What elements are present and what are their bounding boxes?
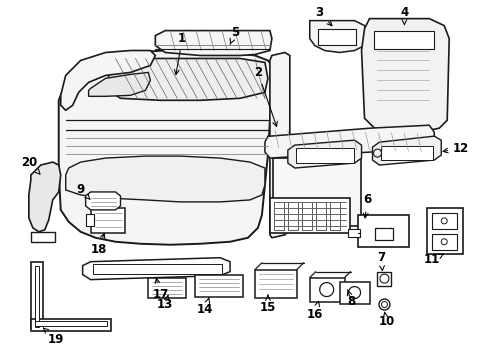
Polygon shape — [59, 50, 272, 245]
Bar — [274, 202, 284, 230]
Bar — [347, 229, 360, 237]
Text: 8: 8 — [347, 289, 356, 308]
Text: 2: 2 — [254, 66, 277, 126]
Bar — [302, 202, 312, 230]
Bar — [273, 158, 361, 226]
Polygon shape — [288, 140, 362, 168]
Text: 9: 9 — [76, 184, 90, 199]
Polygon shape — [108, 58, 268, 100]
Bar — [148, 278, 186, 298]
Bar — [31, 262, 43, 329]
Bar — [330, 202, 340, 230]
Polygon shape — [89, 72, 150, 96]
Polygon shape — [29, 162, 61, 232]
Text: 18: 18 — [90, 234, 107, 256]
Bar — [93, 264, 222, 274]
Text: 16: 16 — [307, 301, 323, 321]
Bar — [377, 272, 392, 285]
Bar — [255, 270, 297, 298]
Bar — [270, 198, 349, 233]
Bar — [35, 266, 39, 328]
Polygon shape — [61, 50, 155, 110]
Polygon shape — [310, 21, 368, 53]
Bar — [316, 202, 326, 230]
Bar — [31, 232, 55, 242]
Text: 14: 14 — [197, 298, 213, 316]
Bar — [432, 213, 457, 229]
Text: 11: 11 — [424, 253, 443, 266]
Polygon shape — [155, 31, 272, 55]
Bar — [86, 214, 94, 226]
Text: 1: 1 — [174, 32, 186, 75]
Bar — [31, 319, 111, 332]
Bar — [382, 146, 433, 160]
Polygon shape — [270, 53, 290, 238]
Bar — [375, 228, 393, 240]
Bar — [340, 282, 369, 303]
Text: 17: 17 — [152, 279, 169, 301]
Text: 4: 4 — [400, 6, 409, 25]
Text: 6: 6 — [364, 193, 371, 218]
Bar — [195, 275, 243, 297]
Bar — [358, 215, 409, 247]
Text: 3: 3 — [316, 6, 332, 26]
Text: 20: 20 — [21, 156, 40, 174]
Bar — [91, 208, 125, 233]
Bar — [288, 202, 298, 230]
Polygon shape — [83, 258, 230, 280]
Polygon shape — [372, 136, 441, 165]
Bar — [374, 31, 434, 49]
Bar — [296, 148, 354, 163]
Text: 5: 5 — [230, 26, 239, 44]
Bar — [310, 278, 344, 302]
Text: 10: 10 — [378, 312, 394, 328]
Text: 12: 12 — [443, 141, 469, 155]
Bar — [432, 234, 457, 250]
Bar — [35, 321, 106, 327]
Text: 15: 15 — [260, 295, 276, 314]
Bar — [318, 28, 356, 45]
Text: 13: 13 — [157, 295, 173, 311]
Polygon shape — [265, 125, 434, 158]
Polygon shape — [362, 19, 449, 132]
Text: 19: 19 — [44, 328, 64, 346]
Bar — [427, 208, 463, 254]
Polygon shape — [66, 156, 265, 202]
Polygon shape — [86, 192, 121, 210]
Text: 7: 7 — [377, 251, 386, 270]
